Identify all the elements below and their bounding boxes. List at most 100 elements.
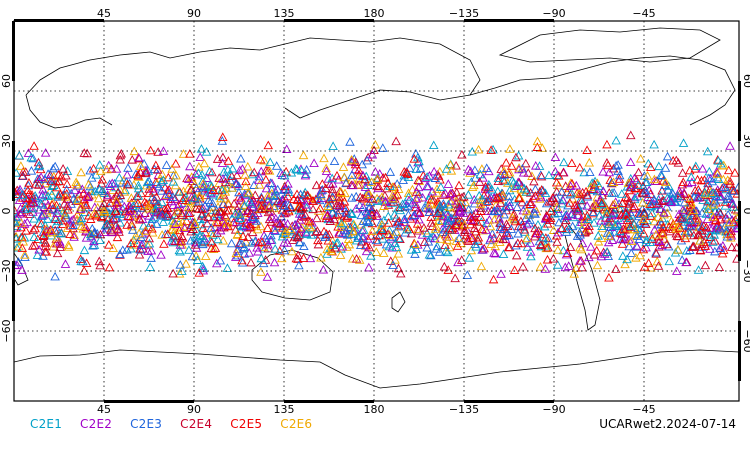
observation-marker <box>158 175 169 184</box>
observation-marker <box>204 166 215 176</box>
observation-marker <box>212 154 223 163</box>
lat-lon-grid <box>14 21 739 401</box>
observation-marker <box>332 237 343 247</box>
observation-marker <box>319 153 329 163</box>
observation-marker <box>551 186 562 196</box>
observation-marker <box>178 195 188 204</box>
observation-marker <box>227 171 237 180</box>
observation-marker <box>558 195 568 205</box>
observation-marker <box>609 188 619 197</box>
observation-marker <box>350 159 361 169</box>
observation-marker <box>252 242 262 252</box>
bottom-lon-label: 135 <box>274 403 295 416</box>
observation-marker <box>597 200 607 210</box>
observation-marker <box>264 166 275 175</box>
observation-marker <box>166 224 177 234</box>
observation-marker <box>574 188 584 198</box>
observation-marker <box>464 253 475 262</box>
observation-marker <box>685 165 695 175</box>
observation-marker <box>384 225 395 235</box>
axis-band-left <box>12 21 15 321</box>
observation-marker <box>485 233 496 243</box>
observation-marker <box>556 187 567 196</box>
observation-marker <box>75 254 86 263</box>
observation-marker <box>536 185 547 194</box>
observation-marker <box>360 174 370 184</box>
observation-marker <box>341 203 351 213</box>
observation-marker <box>432 184 442 193</box>
observation-marker <box>244 196 255 206</box>
observation-marker <box>540 264 551 273</box>
observation-marker <box>415 208 425 217</box>
observation-marker <box>213 234 223 244</box>
observation-marker <box>47 189 57 199</box>
observation-marker <box>514 192 524 202</box>
observation-marker <box>673 158 684 167</box>
observation-marker <box>134 213 145 223</box>
observation-marker <box>364 242 375 252</box>
observation-marker <box>174 199 184 209</box>
observation-marker <box>371 208 382 218</box>
observation-marker <box>388 193 398 203</box>
observation-marker <box>17 190 28 199</box>
observation-marker <box>468 216 479 225</box>
bottom-lon-label: −135 <box>449 403 479 416</box>
observation-marker <box>334 229 344 238</box>
observation-marker <box>211 206 222 215</box>
observation-marker <box>168 268 178 278</box>
observation-marker <box>30 223 40 233</box>
observation-marker <box>358 202 368 212</box>
observation-marker <box>532 228 542 238</box>
observation-marker <box>82 148 92 158</box>
observation-marker <box>575 242 585 252</box>
observation-marker <box>27 203 38 213</box>
observation-marker <box>58 219 68 229</box>
observation-marker <box>450 273 460 283</box>
observation-marker <box>171 170 181 180</box>
observation-marker <box>133 183 144 193</box>
observation-marker <box>249 180 259 189</box>
observation-marker <box>677 255 687 264</box>
observation-marker <box>631 241 642 250</box>
observation-marker <box>654 161 664 171</box>
observation-marker <box>501 202 512 211</box>
observation-marker <box>588 208 598 218</box>
observation-marker <box>540 213 551 223</box>
observation-marker <box>454 180 464 190</box>
observation-marker <box>141 167 151 177</box>
observation-marker <box>220 177 231 187</box>
observation-marker <box>95 229 106 239</box>
observation-marker <box>14 242 22 252</box>
top-lon-label: −90 <box>542 7 565 20</box>
observation-marker <box>63 240 74 249</box>
observation-marker <box>52 182 62 192</box>
observation-marker <box>83 179 94 189</box>
observation-marker <box>149 212 160 222</box>
observation-marker <box>301 229 312 238</box>
right-lat-label: 30 <box>741 134 750 148</box>
observation-marker <box>95 160 105 169</box>
observation-marker <box>208 212 219 222</box>
observation-marker <box>624 185 635 195</box>
observation-marker <box>567 193 578 203</box>
observation-marker <box>86 186 96 195</box>
legend-item-c2e1: C2E1 <box>30 417 63 431</box>
observation-marker <box>542 218 553 228</box>
observation-marker <box>558 245 569 255</box>
observation-marker <box>23 148 34 157</box>
observation-marker <box>227 163 238 173</box>
observation-marker <box>685 194 695 203</box>
observation-marker <box>203 195 214 204</box>
observation-marker <box>455 205 465 214</box>
observation-marker <box>111 206 121 215</box>
observation-marker <box>135 161 146 170</box>
observation-marker <box>720 212 731 222</box>
observation-marker <box>403 172 414 181</box>
observation-marker <box>528 193 539 203</box>
observation-marker <box>584 221 594 230</box>
observation-marker <box>702 146 713 156</box>
observation-marker <box>488 274 499 284</box>
observation-marker <box>504 201 515 211</box>
observation-marker <box>242 206 253 216</box>
observation-marker <box>510 216 521 226</box>
